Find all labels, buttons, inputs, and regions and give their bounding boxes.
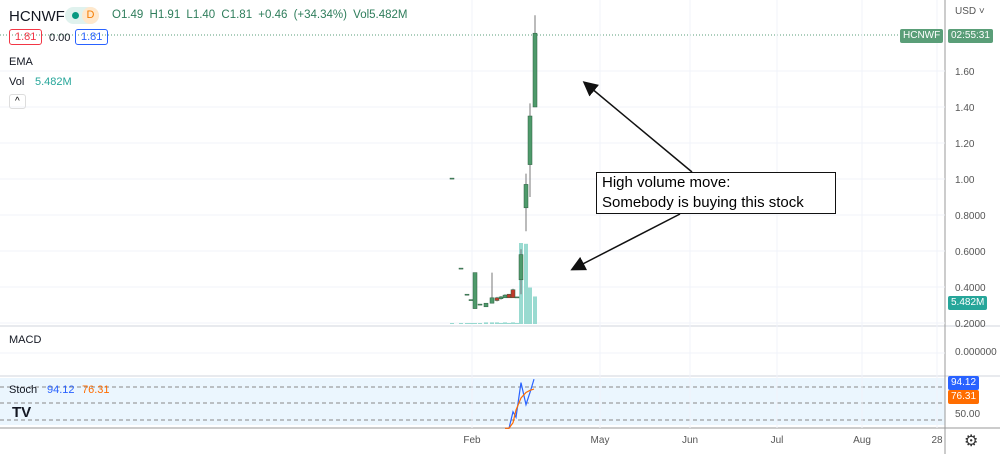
candle-body <box>523 184 529 209</box>
time-tick-label: Aug <box>853 435 871 446</box>
candle-body <box>510 289 516 299</box>
volume-bar <box>478 323 482 324</box>
time-tick-label: Jul <box>771 435 784 446</box>
stoch-indicator-label[interactable]: Stoch <box>9 384 38 396</box>
volume-value: Vol5.482M <box>353 9 408 21</box>
annotation-arrow-price <box>582 81 693 173</box>
volume-bar <box>459 323 463 324</box>
volume-bar <box>484 322 488 324</box>
settings-gear-icon[interactable]: ⚙ <box>964 433 979 450</box>
volume-bar <box>528 287 532 324</box>
vol-indicator-value: 5.482M <box>35 76 72 88</box>
symbol-title[interactable]: HCNWF <box>9 8 65 25</box>
candle-body <box>527 115 533 165</box>
candle-body <box>468 299 474 301</box>
price-tick-label: 0.8000 <box>955 211 986 222</box>
candle-body <box>489 297 495 304</box>
volume-bar <box>507 323 511 324</box>
annotation-callout[interactable]: High volume move: Somebody is buying thi… <box>596 172 836 214</box>
volume-tag: 5.482M <box>948 296 988 310</box>
stoch-d-line <box>505 388 535 429</box>
candle-body <box>532 32 538 108</box>
delayed-badge: D <box>82 7 99 24</box>
time-tick-label: 28 <box>931 435 943 446</box>
volume-bar <box>490 322 494 324</box>
stoch-d-tag: 76.31 <box>948 390 980 404</box>
candle-body <box>449 177 455 180</box>
time-tick-label: Feb <box>463 435 481 446</box>
sell-price-button[interactable]: 1.81 <box>9 29 43 45</box>
stoch-mid-label: 50.00 <box>955 409 981 420</box>
candle-body <box>477 303 483 306</box>
price-tick-label: 1.60 <box>955 67 975 78</box>
stoch-k-value: 94.12 <box>47 384 75 396</box>
candle-body <box>518 254 524 281</box>
open-value: O1.49 <box>112 9 144 21</box>
tradingview-logo: TV <box>12 404 32 421</box>
candle-body <box>514 296 520 299</box>
volume-bar <box>503 322 507 324</box>
volume-bar <box>450 323 454 324</box>
stoch-d-value: 76.31 <box>82 384 110 396</box>
ema-indicator-label[interactable]: EMA <box>9 56 33 68</box>
annotation-line-1: High volume move: <box>602 174 731 191</box>
candle-body <box>458 267 464 270</box>
candle-body <box>483 302 489 308</box>
buy-price-button[interactable]: 1.81 <box>75 29 109 45</box>
price-tick-label: 0.4000 <box>955 283 986 294</box>
time-tick-label: Jun <box>682 435 698 446</box>
status-dot-icon <box>72 12 79 19</box>
market-status-badge[interactable]: D <box>65 7 99 24</box>
currency-selector[interactable]: USD ˅ <box>955 6 985 17</box>
annotation-arrow-volume <box>570 213 681 271</box>
macd-indicator-label[interactable]: MACD <box>9 334 42 346</box>
volume-bar <box>499 323 503 324</box>
price-tick-label: 0.6000 <box>955 247 986 258</box>
bar-countdown-tag: 02:55:31 <box>948 29 993 43</box>
vol-indicator-label[interactable]: Vol <box>9 76 25 88</box>
high-value: H1.91 <box>149 9 181 21</box>
time-tick-label: May <box>591 435 610 446</box>
volume-bar <box>511 322 515 324</box>
stoch-k-line <box>505 379 535 429</box>
volume-bar <box>495 322 499 324</box>
candle-body <box>464 293 470 296</box>
symbol-price-tag: HCNWF <box>900 29 944 43</box>
candle-body <box>472 272 478 309</box>
volume-bar <box>533 296 537 324</box>
collapse-legend-button[interactable]: ^ <box>9 94 26 109</box>
candle-body <box>498 296 504 299</box>
volume-bar <box>524 243 528 324</box>
stoch-k-tag: 94.12 <box>948 376 980 390</box>
volume-bar <box>465 323 469 324</box>
macd-zero-label: 0.000000 <box>955 347 997 358</box>
candle-body <box>502 294 508 299</box>
volume-bar <box>473 323 477 324</box>
volume-bar <box>469 323 473 324</box>
close-value: C1.81 <box>221 9 253 21</box>
annotation-line-2: Somebody is buying this stock <box>602 194 804 211</box>
price-tick-label: 1.20 <box>955 139 975 150</box>
spread-value: 0.00 <box>49 32 71 44</box>
price-tick-label: 1.40 <box>955 103 975 114</box>
candle-body <box>506 293 512 299</box>
volume-bar <box>515 323 519 324</box>
low-value: L1.40 <box>186 9 216 21</box>
candle-body <box>494 297 500 301</box>
change-value: +0.46 (+34.34%) <box>258 9 347 21</box>
ohlc-legend: O1.49 H1.91 L1.40 C1.81 +0.46 (+34.34%) … <box>112 9 408 21</box>
price-tick-label: 1.00 <box>955 175 975 186</box>
price-tick-label: 0.2000 <box>955 319 986 330</box>
